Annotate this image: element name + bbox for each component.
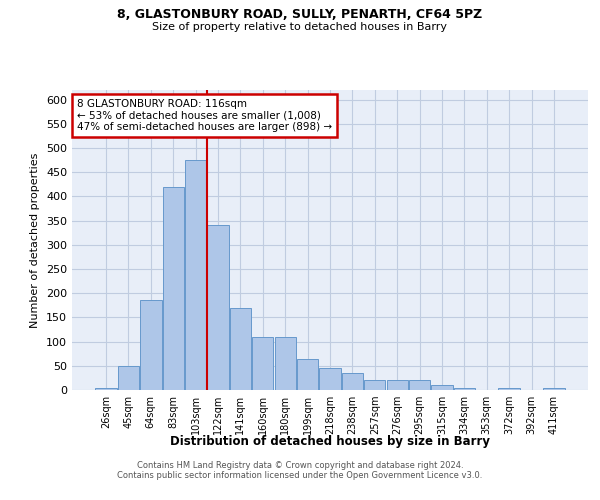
Bar: [499, 388, 520, 390]
Bar: [431, 385, 452, 390]
Bar: [140, 300, 161, 390]
Bar: [185, 160, 206, 390]
Bar: [275, 337, 296, 390]
Text: Size of property relative to detached houses in Barry: Size of property relative to detached ho…: [152, 22, 448, 32]
Text: 8, GLASTONBURY ROAD, SULLY, PENARTH, CF64 5PZ: 8, GLASTONBURY ROAD, SULLY, PENARTH, CF6…: [118, 8, 482, 20]
Bar: [386, 380, 408, 390]
Text: Contains HM Land Registry data © Crown copyright and database right 2024.
Contai: Contains HM Land Registry data © Crown c…: [118, 460, 482, 480]
Bar: [163, 187, 184, 390]
Text: 8 GLASTONBURY ROAD: 116sqm
← 53% of detached houses are smaller (1,008)
47% of s: 8 GLASTONBURY ROAD: 116sqm ← 53% of deta…: [77, 99, 332, 132]
Bar: [95, 388, 117, 390]
Bar: [364, 380, 385, 390]
Text: Distribution of detached houses by size in Barry: Distribution of detached houses by size …: [170, 435, 490, 448]
Y-axis label: Number of detached properties: Number of detached properties: [31, 152, 40, 328]
Bar: [319, 368, 341, 390]
Bar: [252, 337, 274, 390]
Bar: [118, 366, 139, 390]
Bar: [454, 388, 475, 390]
Bar: [409, 380, 430, 390]
Bar: [543, 388, 565, 390]
Bar: [342, 373, 363, 390]
Bar: [230, 308, 251, 390]
Bar: [208, 226, 229, 390]
Bar: [297, 358, 318, 390]
